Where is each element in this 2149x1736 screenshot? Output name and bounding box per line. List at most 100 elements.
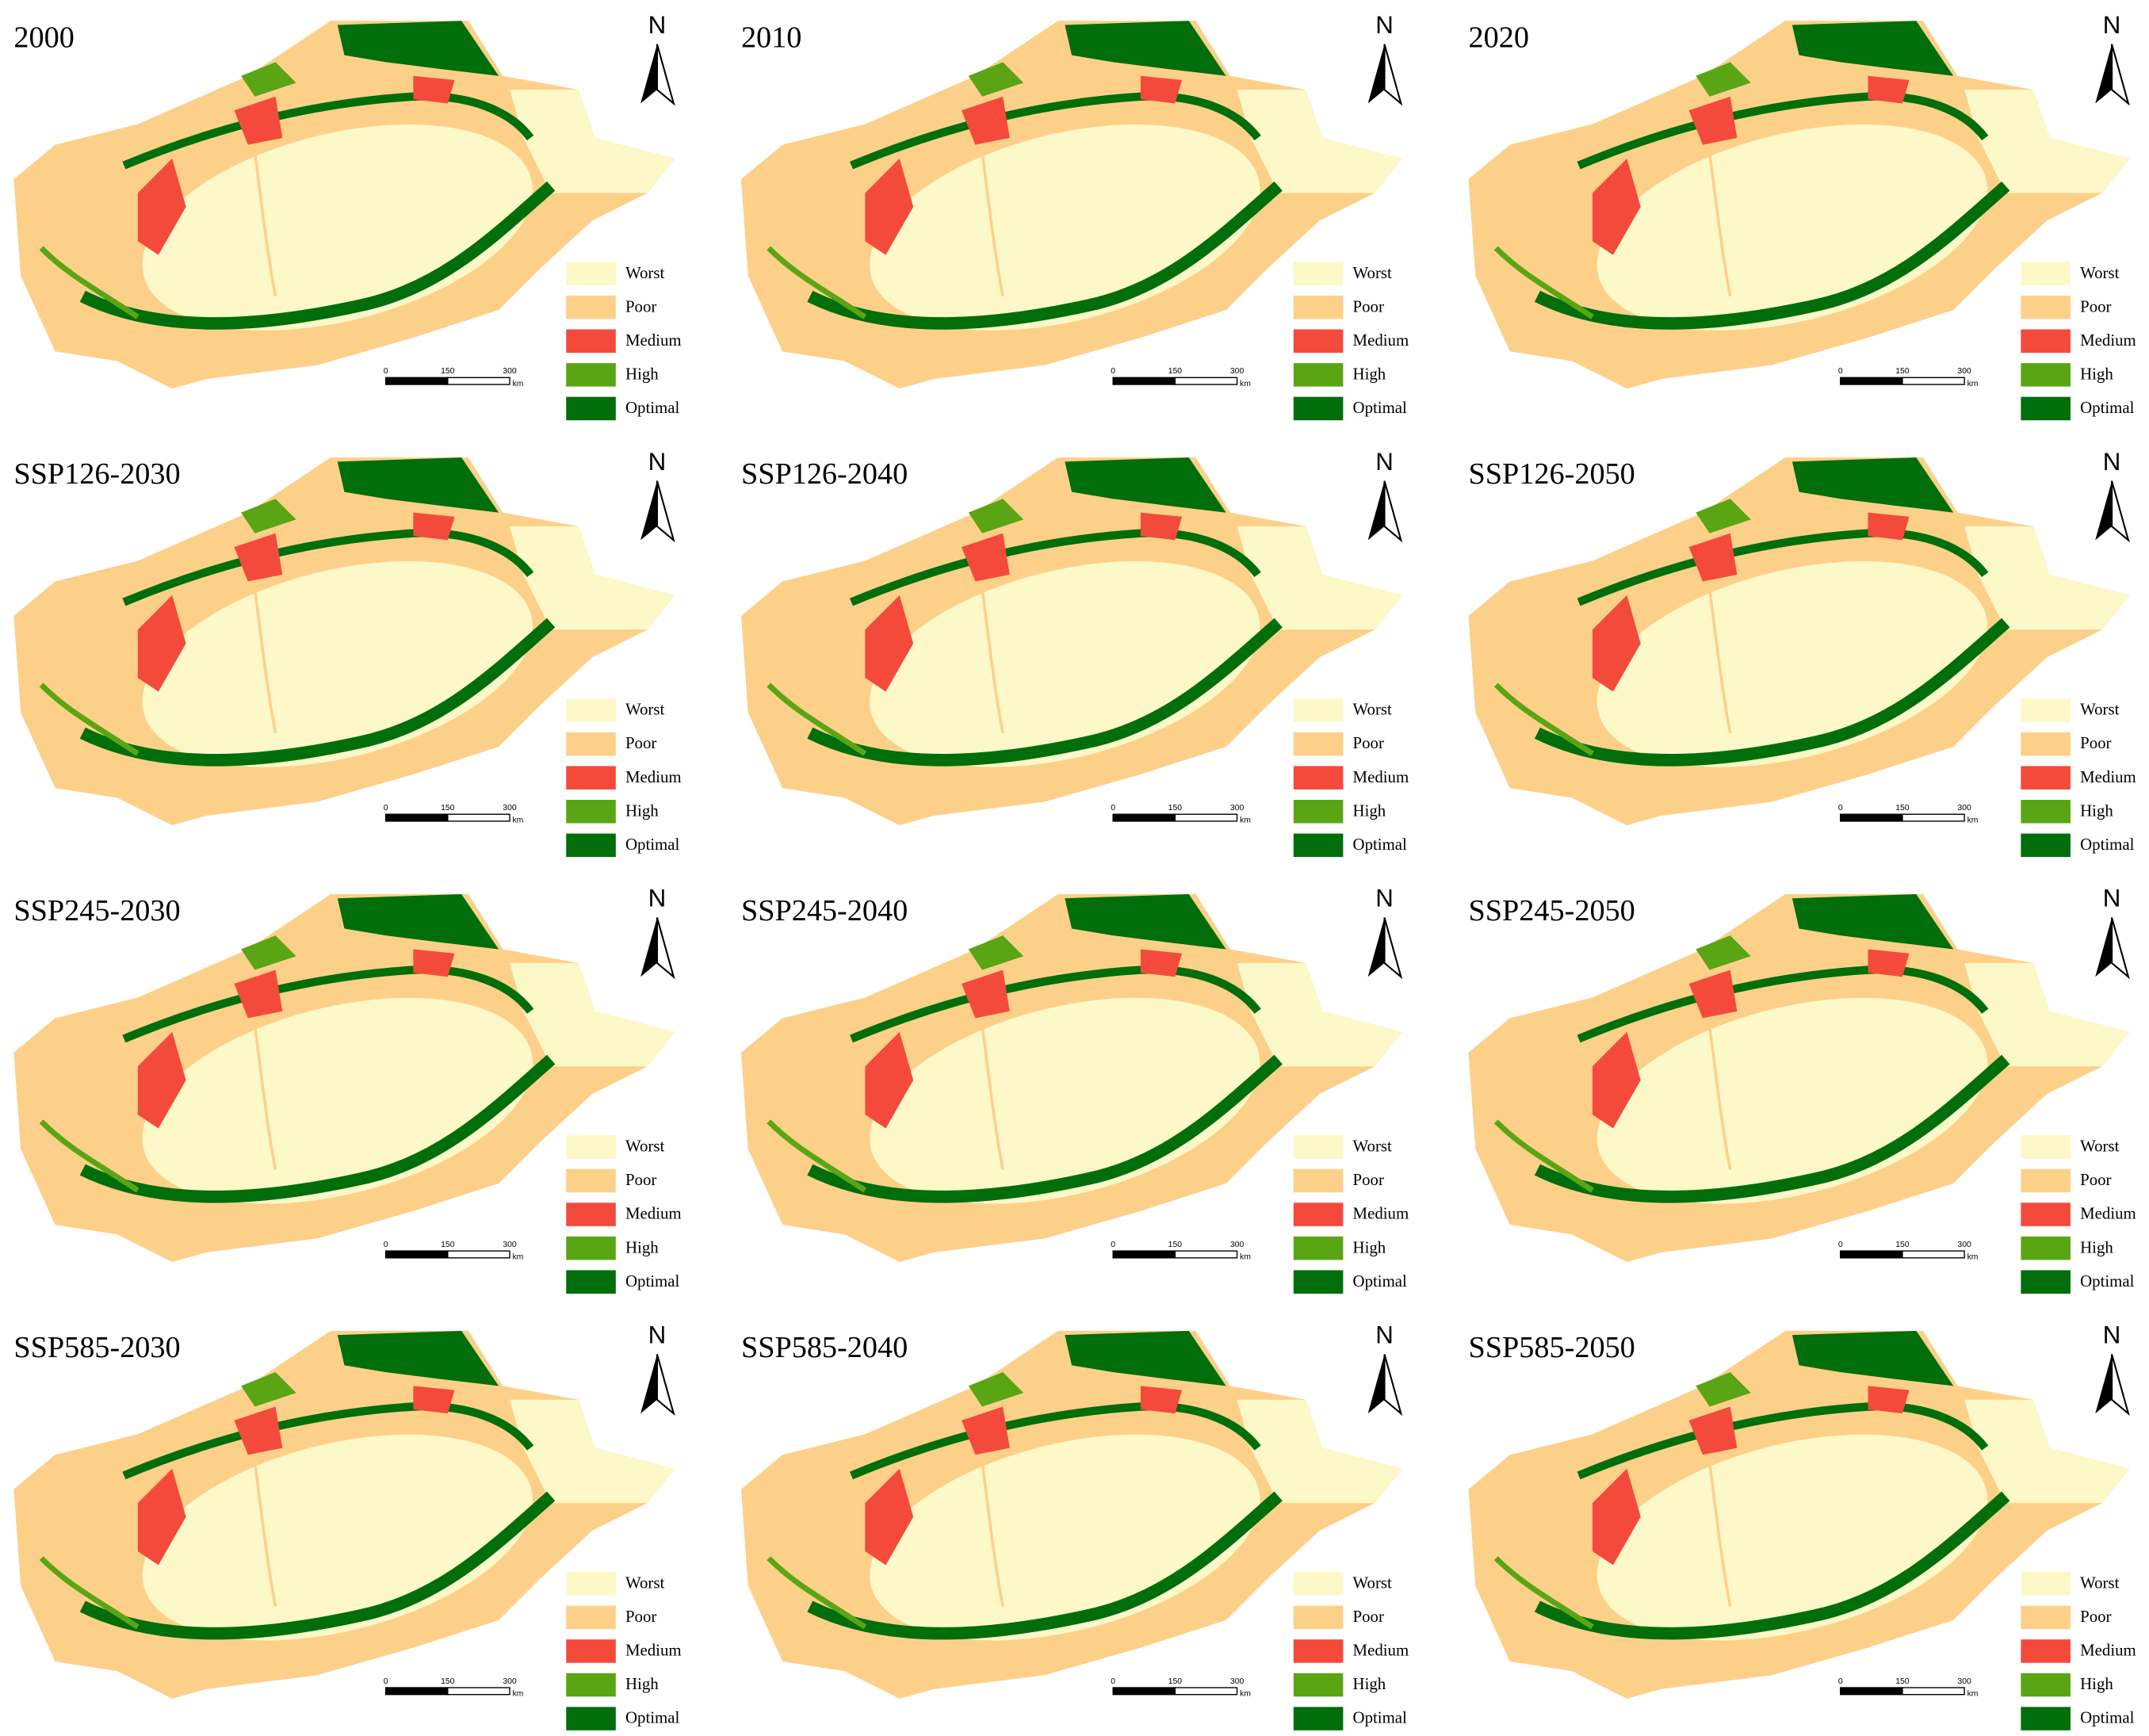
scale-unit: km [1967,1253,1979,1262]
scale-tick-label: 0 [1838,367,1843,376]
legend-label: Optimal [625,398,680,417]
legend-swatch [1293,1605,1344,1630]
legend-label: High [1353,365,1386,384]
legend-swatch [1293,1673,1344,1697]
legend-swatch [566,833,616,858]
legend-label: Worst [2080,700,2119,719]
legend-label: Worst [2080,263,2119,282]
legend-swatch [2021,698,2071,722]
legend-label: Optimal [2080,398,2135,417]
scale-segment [1902,1687,1965,1696]
north-arrow-right [1383,917,1403,980]
map-panel: 2010 N Worst Poor Medium High Optimal 0 150 300 km [741,11,1409,421]
scale-tick-label: 0 [1111,804,1115,813]
legend-swatch [1293,1639,1344,1663]
scale-tick-label: 150 [1895,1677,1910,1686]
north-arrow-left [2095,1354,2113,1414]
legend-label: High [2080,1237,2113,1256]
north-arrow-right [2111,1354,2130,1417]
legend-swatch [1293,799,1344,824]
north-arrow-right [1383,44,1403,106]
scale-segment [1840,1687,1903,1696]
scale-tick-label: 0 [1111,1241,1115,1249]
legend-swatch [1293,1168,1344,1193]
scale-segment [447,1687,510,1696]
north-arrow-left [640,917,657,977]
legend-swatch [1293,295,1344,319]
legend-label: High [1353,801,1386,820]
scale-unit: km [1240,1253,1251,1262]
scale-segment [1840,1250,1903,1259]
legend-swatch [2021,1639,2071,1663]
legend-swatch [2021,732,2071,756]
legend-swatch [566,1605,616,1630]
legend-swatch [2021,1168,2071,1193]
scale-unit: km [512,816,523,825]
scale-tick-label: 150 [1895,804,1910,813]
legend-label: High [625,1237,659,1256]
legend-label: Poor [2080,1607,2111,1626]
panel-title: SSP585-2040 [741,1331,908,1364]
scale-segment [1174,1687,1238,1696]
legend-swatch [566,1236,616,1260]
scale-tick-label: 300 [1957,367,1971,376]
scale-tick-label: 300 [1957,1677,1971,1686]
north-arrow-right [656,44,675,106]
scale-segment [1174,813,1238,822]
legend-label: Optimal [625,1271,680,1291]
legend-label: Medium [625,1641,682,1660]
legend-label: Worst [1353,700,1392,719]
scale-unit: km [1240,1689,1251,1698]
scale-tick-label: 0 [1838,804,1843,813]
legend-label: Medium [1353,767,1409,786]
legend-swatch [2021,262,2071,285]
scale-tick-label: 0 [384,1241,388,1249]
legend-label: High [625,801,659,820]
scale-tick-label: 150 [1895,367,1910,376]
legend-label: Medium [625,1204,682,1223]
north-arrow-left [640,1354,657,1414]
north-arrow-left [1367,1354,1385,1414]
scale-tick-label: 300 [1957,804,1971,813]
legend-swatch [2021,1605,2071,1630]
legend-swatch [1293,1203,1344,1226]
legend-swatch [566,1168,616,1193]
legend-label: Worst [1353,263,1392,282]
legend-label: Poor [1353,1607,1384,1626]
scale-segment [447,377,510,385]
legend-label: High [625,1674,659,1693]
scale-tick-label: 150 [1168,804,1183,813]
legend-swatch [2021,766,2071,790]
legend-label: Optimal [625,835,680,854]
legend-label: High [2080,365,2113,384]
legend-swatch [1293,396,1344,421]
north-label: N [2103,448,2121,476]
scale-segment [384,1250,449,1259]
legend-label: Worst [625,700,664,719]
legend-label: Medium [1353,1204,1409,1223]
scale-segment [1174,1250,1238,1259]
legend-label: Worst [625,1573,664,1592]
panel-title: SSP126-2030 [13,457,180,491]
map-panel: 2020 N Worst Poor Medium High Optimal 0 150 300 km [1469,11,2136,421]
legend-swatch [2021,1673,2071,1697]
legend-swatch [566,1639,616,1663]
scale-unit: km [1967,380,1979,388]
legend-label: Poor [625,1170,656,1189]
north-arrow-left [1367,44,1385,104]
legend-swatch [2021,1707,2071,1730]
scale-tick-label: 150 [441,1241,455,1249]
panel-title: SSP585-2050 [1469,1331,1635,1364]
legend-swatch [566,396,616,421]
legend-swatch [2021,1135,2071,1159]
legend-swatch [2021,1236,2071,1260]
scale-segment [447,1250,510,1259]
north-label: N [1375,448,1394,476]
panel-title: 2020 [1469,21,1529,54]
legend-label: Optimal [2080,1708,2135,1727]
scale-segment [384,813,449,822]
scale-tick-label: 300 [1230,1677,1245,1686]
scale-tick-label: 150 [1168,1677,1183,1686]
scale-segment [1840,813,1903,822]
legend-swatch [1293,1270,1344,1294]
